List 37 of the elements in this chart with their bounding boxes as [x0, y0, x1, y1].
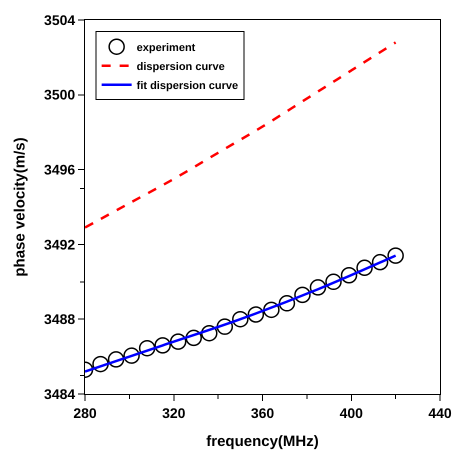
x-tick-label: 280	[73, 404, 97, 421]
point	[340, 267, 358, 284]
x-tick-label: 360	[250, 404, 274, 421]
y-tick-label: 3488	[44, 311, 76, 328]
point	[372, 254, 388, 270]
point	[248, 306, 264, 323]
y-axis-title: phase velocity(m/s)	[11, 137, 28, 277]
point	[294, 286, 311, 304]
point	[310, 279, 326, 296]
x-tick-label: 400	[340, 404, 364, 421]
y-tick-label: 3492	[44, 236, 76, 252]
point	[170, 333, 186, 350]
point	[185, 330, 202, 346]
x-tick-label: 440	[428, 404, 452, 421]
point	[387, 247, 404, 264]
point	[325, 274, 342, 290]
point	[138, 340, 156, 356]
point	[356, 260, 373, 276]
point	[278, 295, 296, 312]
y-tick-label: 3504	[44, 12, 76, 28]
point	[154, 337, 171, 354]
point	[232, 310, 249, 328]
y-tick-label: 3496	[44, 162, 76, 178]
point	[123, 347, 140, 364]
x-tick-label: 320	[162, 404, 186, 421]
point	[92, 356, 109, 372]
y-tick-label: 3500	[44, 86, 76, 103]
legend-label: dispersion curve	[136, 61, 225, 74]
point	[108, 351, 124, 368]
y-tick-label: 3484	[44, 386, 76, 402]
legend-label: fit dispersion curve	[136, 80, 238, 92]
legend-label: experiment	[136, 42, 196, 54]
line-series	[85, 41, 397, 229]
x-axis-title: frequency(MHz)	[206, 432, 319, 450]
point	[263, 302, 280, 318]
point	[216, 318, 234, 335]
point	[201, 324, 218, 342]
